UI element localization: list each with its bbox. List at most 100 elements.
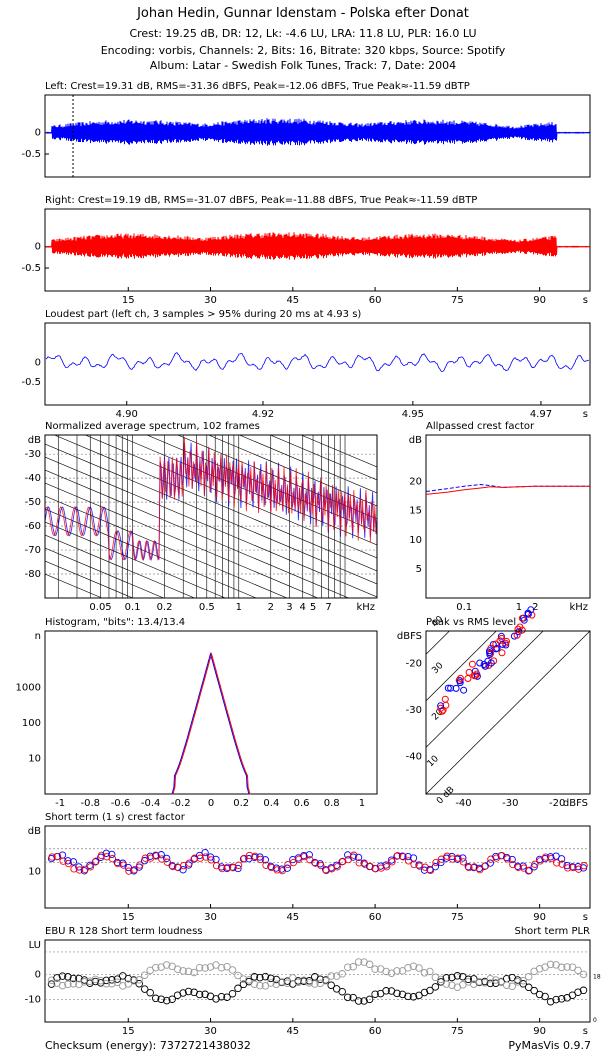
crest-point: [404, 852, 412, 861]
panel-title-loudest: Loudest part (left ch, 3 samples > 95% d…: [45, 309, 361, 320]
ebu-plr-point: [283, 979, 292, 987]
crest-point: [344, 855, 352, 864]
ebu-loudness-point: [195, 990, 204, 999]
crest-point: [212, 855, 220, 864]
crest-point: [273, 866, 281, 874]
spectrum-slope-line: [45, 508, 257, 598]
xtick-histogram: -0.8: [81, 798, 101, 809]
crest-point: [108, 850, 116, 859]
crest-point: [114, 859, 122, 868]
spectrum-curve: [45, 437, 377, 561]
ebu-plr-point: [524, 972, 533, 981]
crest-point: [536, 857, 544, 865]
ebu-loudness-point: [404, 992, 412, 1001]
ebu-plr-point: [502, 981, 511, 989]
crest-point: [201, 848, 209, 857]
xtick-allpass: 1: [516, 602, 522, 613]
footer-checksum: Checksum (energy): 7372721438032: [45, 1039, 251, 1052]
crest-point: [311, 858, 319, 867]
ebu-loudness-point: [393, 989, 401, 998]
crest-point: [410, 860, 418, 869]
ebu-loudness-point: [354, 997, 363, 1005]
ytick-spectrum: -50: [25, 497, 41, 508]
crest-point: [476, 866, 484, 874]
ebu-loudness-point: [464, 975, 473, 984]
crest-point: [256, 855, 265, 864]
crest-point: [568, 863, 577, 871]
peakrms-point: [444, 684, 452, 692]
ytick-spectrum: -60: [25, 521, 41, 532]
crest-point: [448, 855, 457, 863]
ebu-loudness-point: [53, 974, 61, 982]
histogram-curve: [172, 652, 251, 795]
ebu-plr-point: [179, 967, 187, 975]
ebu-plr-point: [228, 966, 237, 974]
ytick-histogram: 100: [22, 718, 41, 729]
ebu-plr-point: [579, 970, 588, 979]
ytick-peakrms: -40: [406, 752, 422, 763]
ebu-plr-point: [223, 962, 231, 971]
ebu-plr-point: [311, 980, 319, 988]
xtick-spectrum: 0.05: [89, 602, 111, 613]
peakrms-point: [528, 611, 536, 619]
xtick-crest: 30: [204, 912, 217, 923]
spectrum-slope-line: [45, 456, 377, 598]
crest-point: [169, 862, 177, 871]
panel-title-peakrms: Peak vs RMS level: [426, 617, 516, 628]
crest-point: [398, 852, 407, 860]
crest-point: [350, 851, 358, 859]
peakrms-point: [497, 632, 505, 640]
peakrms-point: [473, 672, 481, 680]
crest-point: [333, 863, 341, 871]
ebu-plr-point: [371, 965, 379, 973]
ebu-loudness-point: [426, 986, 434, 995]
crest-point: [459, 854, 467, 862]
xtick-right: 75: [451, 295, 464, 306]
ebu-loudness-point: [47, 980, 56, 988]
crest-point: [185, 859, 193, 867]
spectrum-slope-line: [45, 443, 377, 585]
ebu-plr-point: [69, 979, 78, 988]
ebu-loudness-point: [113, 975, 122, 983]
ebu-plr-point: [64, 980, 72, 989]
spectrum-slope-line: [269, 435, 377, 481]
panel-title-histogram: Histogram, "bits": 13.4/13.4: [45, 617, 185, 628]
crest-point: [569, 863, 577, 872]
crest-point: [317, 861, 325, 870]
crest-point: [459, 858, 468, 866]
ebu-plr-point: [86, 977, 94, 985]
spectrum-slope-line: [238, 435, 377, 494]
peakrms-point: [492, 640, 500, 648]
crest-point: [64, 859, 73, 868]
ytick-allpass: 5: [416, 564, 422, 575]
peakrms-point: [518, 614, 526, 622]
ytick-left: 0: [35, 128, 41, 139]
crest-point: [289, 858, 298, 867]
crest-point: [355, 859, 363, 867]
peakrms-point: [487, 659, 495, 667]
crest-point: [207, 856, 215, 864]
spectrum-slope-line: [45, 469, 350, 598]
xtick-spectrum: 1: [236, 602, 242, 613]
peakrms-point: [437, 702, 445, 710]
plot-frame-peakrms: [425, 630, 591, 795]
xtick-loudest: 4.90: [116, 409, 138, 420]
ebu-loudness-point: [250, 973, 259, 981]
ebu-plr-point: [382, 967, 390, 976]
spectrum-slope-line: [300, 435, 377, 468]
ebu-plr-point: [234, 971, 242, 980]
ebu-plr-point: [437, 975, 445, 984]
peakrms-point: [468, 660, 476, 668]
plot-frame-left: [44, 94, 591, 178]
xtick-right: 60: [369, 295, 382, 306]
ebu-plr-point: [519, 976, 527, 985]
plot-frame-spectrum: [44, 434, 378, 599]
crest-point: [75, 863, 83, 871]
ebu-plr-point: [184, 967, 193, 976]
ebu-loudness-point: [151, 994, 160, 1003]
xtick-peakrms: -20: [549, 798, 565, 809]
waveform-right: [45, 232, 590, 260]
ebu-loudness-point: [135, 979, 143, 988]
crest-point: [525, 867, 533, 875]
crest-point: [388, 858, 396, 866]
